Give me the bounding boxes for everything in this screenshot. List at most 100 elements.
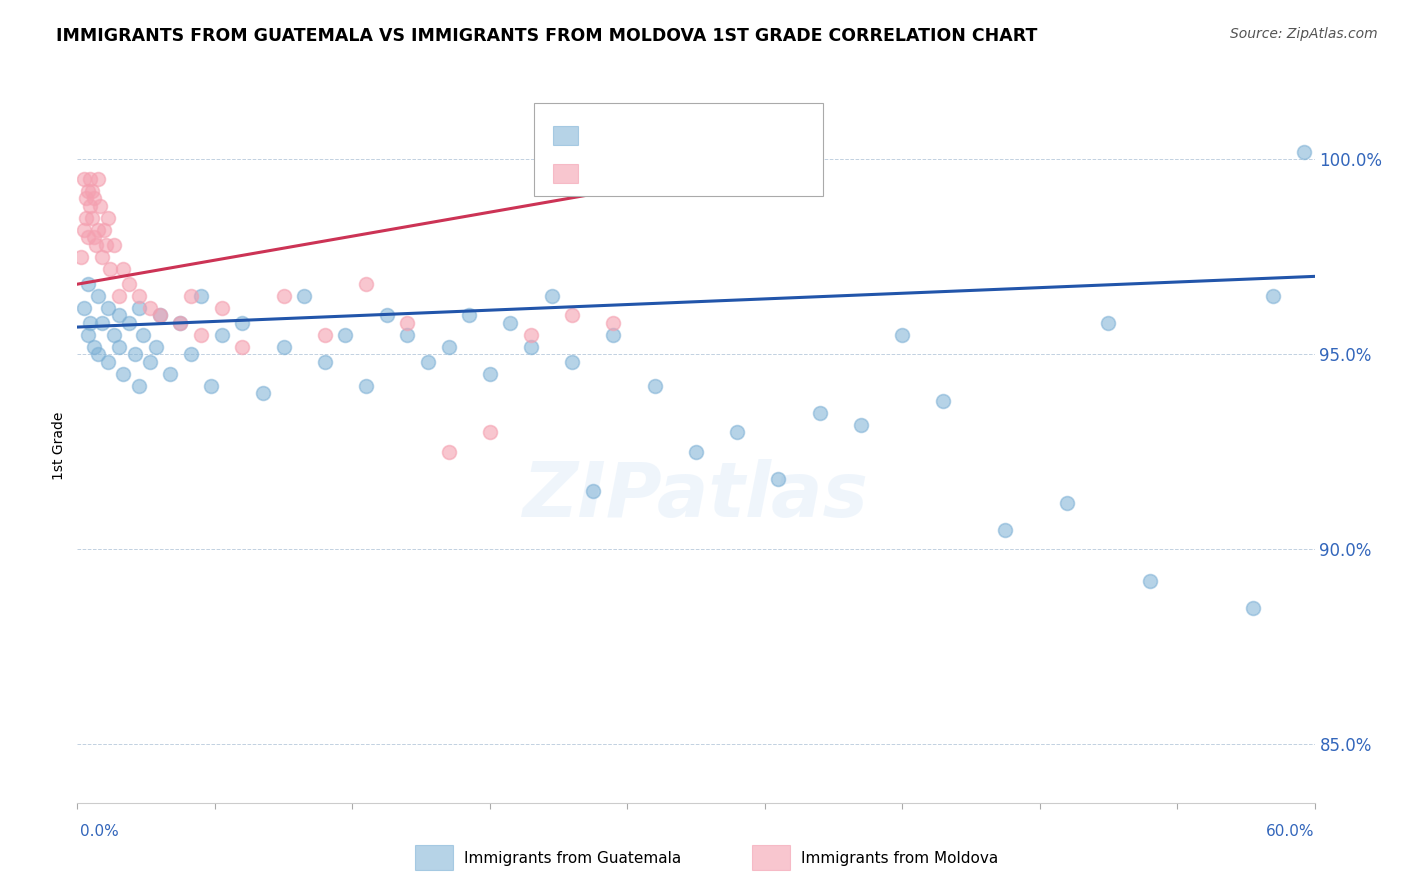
Point xyxy=(437,445,460,459)
Point xyxy=(145,340,167,354)
Point xyxy=(149,309,172,323)
Point xyxy=(200,378,222,392)
Point xyxy=(91,316,114,330)
Text: ZIPatlas: ZIPatlas xyxy=(523,459,869,533)
Point xyxy=(128,301,150,315)
Point xyxy=(96,238,118,252)
Point xyxy=(87,172,110,186)
Point xyxy=(375,309,398,323)
Point xyxy=(84,238,107,252)
Point xyxy=(169,316,191,330)
Point xyxy=(211,327,233,342)
Point xyxy=(107,340,129,354)
Point xyxy=(97,211,120,225)
Text: R =  0.110    N = 72: R = 0.110 N = 72 xyxy=(589,121,756,139)
Point xyxy=(111,261,134,276)
Point xyxy=(478,367,501,381)
Point xyxy=(75,191,97,205)
Point xyxy=(124,347,146,361)
Point xyxy=(138,301,160,315)
Point xyxy=(932,394,955,409)
Point xyxy=(1241,600,1264,615)
Point xyxy=(138,355,160,369)
Point xyxy=(132,327,155,342)
Point xyxy=(118,316,141,330)
Point xyxy=(128,378,150,392)
Point xyxy=(75,211,97,225)
Point xyxy=(1097,316,1119,330)
Point xyxy=(128,289,150,303)
Point xyxy=(499,316,522,330)
Point xyxy=(80,184,103,198)
Point xyxy=(107,309,129,323)
Point xyxy=(83,191,105,205)
Point xyxy=(107,289,129,303)
Point xyxy=(416,355,439,369)
Point xyxy=(111,367,134,381)
Point xyxy=(159,367,181,381)
Text: 0.0%: 0.0% xyxy=(80,824,120,838)
Point xyxy=(725,425,748,440)
Point xyxy=(103,327,125,342)
Point xyxy=(118,277,141,292)
Point xyxy=(292,289,315,303)
Point xyxy=(458,309,481,323)
Point xyxy=(231,340,253,354)
Point xyxy=(149,309,172,323)
Point xyxy=(994,523,1017,537)
Point xyxy=(190,289,212,303)
Point xyxy=(602,327,624,342)
Point xyxy=(396,316,419,330)
Point xyxy=(520,327,543,342)
Point xyxy=(1294,145,1316,159)
Point xyxy=(76,327,98,342)
Y-axis label: 1st Grade: 1st Grade xyxy=(52,412,66,480)
Text: IMMIGRANTS FROM GUATEMALA VS IMMIGRANTS FROM MOLDOVA 1ST GRADE CORRELATION CHART: IMMIGRANTS FROM GUATEMALA VS IMMIGRANTS … xyxy=(56,27,1038,45)
Point xyxy=(80,211,103,225)
Text: R =  0.283    N = 43: R = 0.283 N = 43 xyxy=(589,161,756,179)
Point xyxy=(76,277,98,292)
Point xyxy=(808,406,831,420)
Point xyxy=(79,316,101,330)
Point xyxy=(1056,495,1078,509)
Point xyxy=(97,355,120,369)
Text: Immigrants from Guatemala: Immigrants from Guatemala xyxy=(464,852,682,866)
Point xyxy=(335,327,357,342)
Point xyxy=(644,378,666,392)
Point xyxy=(93,222,115,236)
Text: 60.0%: 60.0% xyxy=(1267,824,1315,838)
Point xyxy=(437,340,460,354)
Point xyxy=(582,483,605,498)
Point xyxy=(76,184,98,198)
Point xyxy=(602,316,624,330)
Point xyxy=(76,230,98,244)
Text: Immigrants from Moldova: Immigrants from Moldova xyxy=(801,852,998,866)
Point xyxy=(169,316,191,330)
Point xyxy=(98,261,121,276)
Point xyxy=(89,199,111,213)
Point xyxy=(396,327,419,342)
Point xyxy=(231,316,253,330)
Point xyxy=(72,301,94,315)
Text: Source: ZipAtlas.com: Source: ZipAtlas.com xyxy=(1230,27,1378,41)
Point xyxy=(83,340,105,354)
Point xyxy=(520,340,543,354)
Point xyxy=(87,289,110,303)
Point xyxy=(354,378,377,392)
Point xyxy=(1263,289,1285,303)
Point xyxy=(87,347,110,361)
Point xyxy=(70,250,93,264)
Point xyxy=(91,250,114,264)
Point xyxy=(211,301,233,315)
Point xyxy=(685,445,707,459)
Point xyxy=(79,199,101,213)
Point xyxy=(72,222,94,236)
Point xyxy=(79,172,101,186)
Point xyxy=(273,289,295,303)
Point xyxy=(1139,574,1161,588)
Point xyxy=(314,327,336,342)
Point xyxy=(768,472,790,486)
Point xyxy=(561,309,583,323)
Point xyxy=(103,238,125,252)
Point xyxy=(87,222,110,236)
